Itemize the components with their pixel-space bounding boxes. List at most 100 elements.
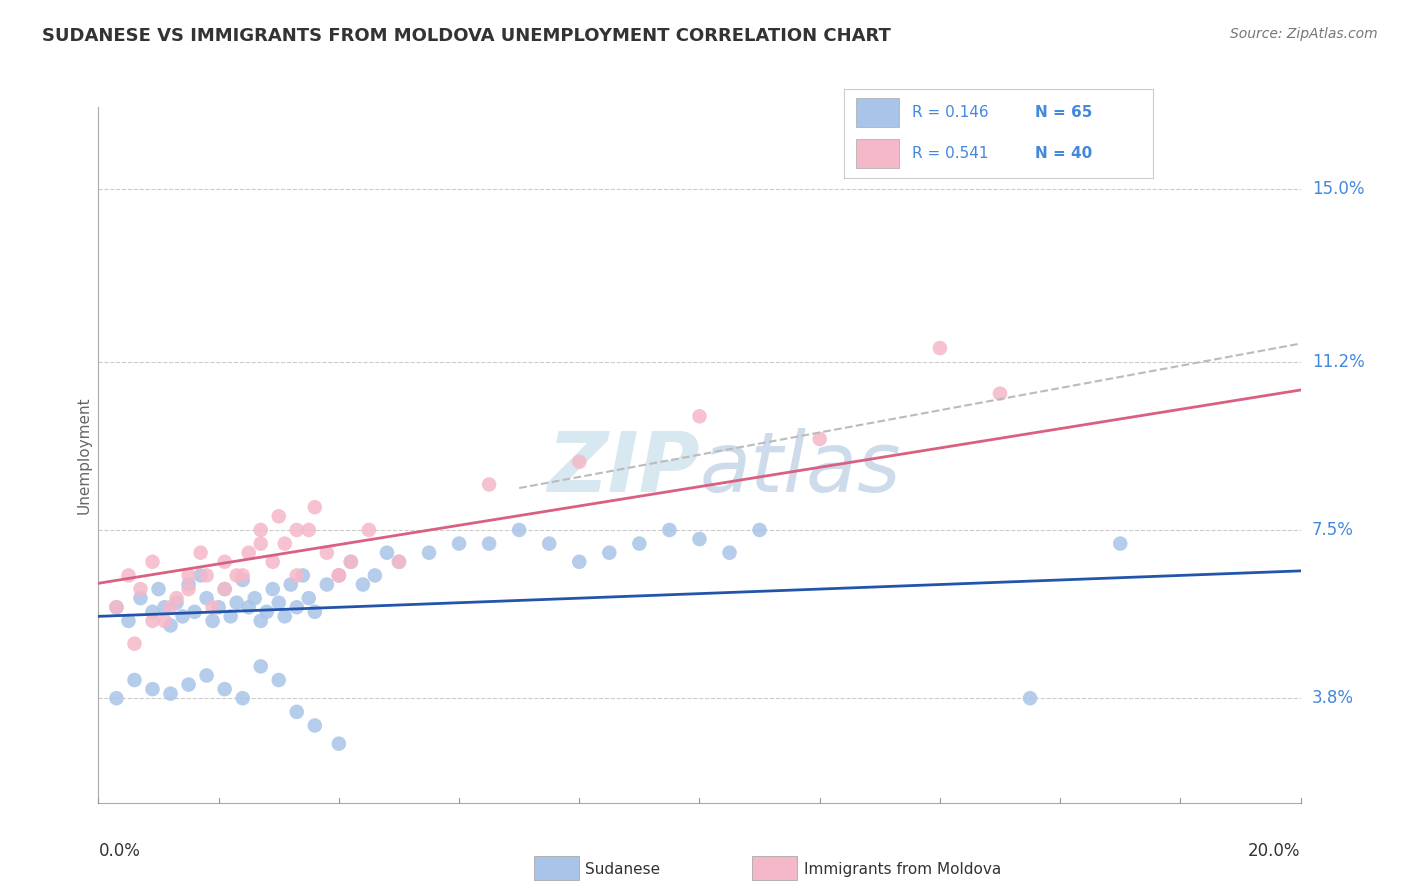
Point (129, 591, 152, 606)
Point (214, 555, 236, 569)
Point (267, 673, 290, 687)
Point (328, 568, 350, 582)
Point (117, 568, 139, 582)
Point (418, 546, 440, 560)
Point (298, 523, 321, 537)
Point (929, 341, 952, 355)
Text: atlas: atlas (699, 428, 901, 509)
Text: 0.0%: 0.0% (98, 842, 141, 860)
Text: N = 40: N = 40 (1035, 146, 1092, 161)
Point (166, 596, 188, 610)
Point (208, 600, 231, 615)
Point (1109, 536, 1132, 550)
Point (172, 609, 194, 624)
Text: 3.8%: 3.8% (1312, 690, 1354, 707)
Point (568, 455, 591, 469)
Point (688, 532, 710, 546)
Point (262, 555, 284, 569)
Point (352, 577, 374, 591)
Point (148, 582, 170, 596)
Point (243, 591, 266, 606)
Point (340, 555, 363, 569)
Point (304, 500, 326, 515)
Point (105, 600, 128, 615)
Point (988, 386, 1011, 401)
Y-axis label: Unemployment: Unemployment (76, 396, 91, 514)
Point (225, 568, 247, 582)
Text: 11.2%: 11.2% (1312, 352, 1364, 371)
Point (177, 577, 200, 591)
Point (658, 523, 681, 537)
Text: R = 0.541: R = 0.541 (911, 146, 988, 161)
Point (159, 687, 181, 701)
Text: R = 0.146: R = 0.146 (911, 105, 988, 120)
Point (808, 432, 831, 446)
Point (285, 705, 308, 719)
Point (177, 677, 200, 691)
Text: 15.0%: 15.0% (1312, 180, 1364, 198)
Point (195, 568, 218, 582)
Point (328, 568, 350, 582)
Point (219, 609, 242, 624)
Point (1019, 691, 1042, 706)
Point (628, 536, 651, 550)
Point (249, 523, 271, 537)
Point (304, 718, 326, 732)
Point (105, 600, 128, 615)
Point (190, 568, 212, 582)
Point (388, 555, 411, 569)
Point (214, 582, 236, 596)
Point (214, 682, 236, 697)
Point (124, 673, 146, 687)
Point (225, 596, 247, 610)
Bar (856, 98, 900, 127)
Point (328, 737, 350, 751)
Point (166, 591, 188, 606)
Text: Immigrants from Moldova: Immigrants from Moldova (804, 863, 1001, 877)
Point (375, 546, 398, 560)
Point (177, 582, 200, 596)
Text: 20.0%: 20.0% (1249, 842, 1301, 860)
Bar (856, 139, 900, 168)
Point (388, 555, 411, 569)
Text: ZIP: ZIP (547, 428, 699, 509)
Text: Source: ZipAtlas.com: Source: ZipAtlas.com (1230, 27, 1378, 41)
Point (159, 600, 181, 615)
Point (364, 568, 387, 582)
Point (267, 509, 290, 524)
Point (195, 668, 218, 682)
Point (232, 691, 254, 706)
Point (285, 523, 308, 537)
Point (201, 614, 224, 628)
Point (249, 536, 271, 550)
Point (598, 546, 620, 560)
Point (508, 523, 530, 537)
Point (538, 536, 561, 550)
Point (117, 614, 139, 628)
Point (153, 600, 176, 615)
Point (304, 605, 326, 619)
Point (568, 555, 591, 569)
Point (274, 609, 297, 624)
Point (298, 591, 321, 606)
Point (177, 568, 200, 582)
Point (129, 582, 152, 596)
Text: Sudanese: Sudanese (585, 863, 659, 877)
Point (195, 591, 218, 606)
Point (105, 691, 128, 706)
Point (478, 477, 501, 491)
Point (274, 536, 297, 550)
Text: SUDANESE VS IMMIGRANTS FROM MOLDOVA UNEMPLOYMENT CORRELATION CHART: SUDANESE VS IMMIGRANTS FROM MOLDOVA UNEM… (42, 27, 891, 45)
Point (315, 546, 337, 560)
Point (285, 600, 308, 615)
Point (153, 614, 176, 628)
Point (232, 573, 254, 587)
Point (238, 600, 260, 615)
Point (249, 614, 271, 628)
Point (478, 536, 501, 550)
Text: 7.5%: 7.5% (1312, 521, 1354, 539)
Point (315, 577, 337, 591)
Point (447, 536, 470, 550)
Point (232, 568, 254, 582)
Point (280, 577, 302, 591)
